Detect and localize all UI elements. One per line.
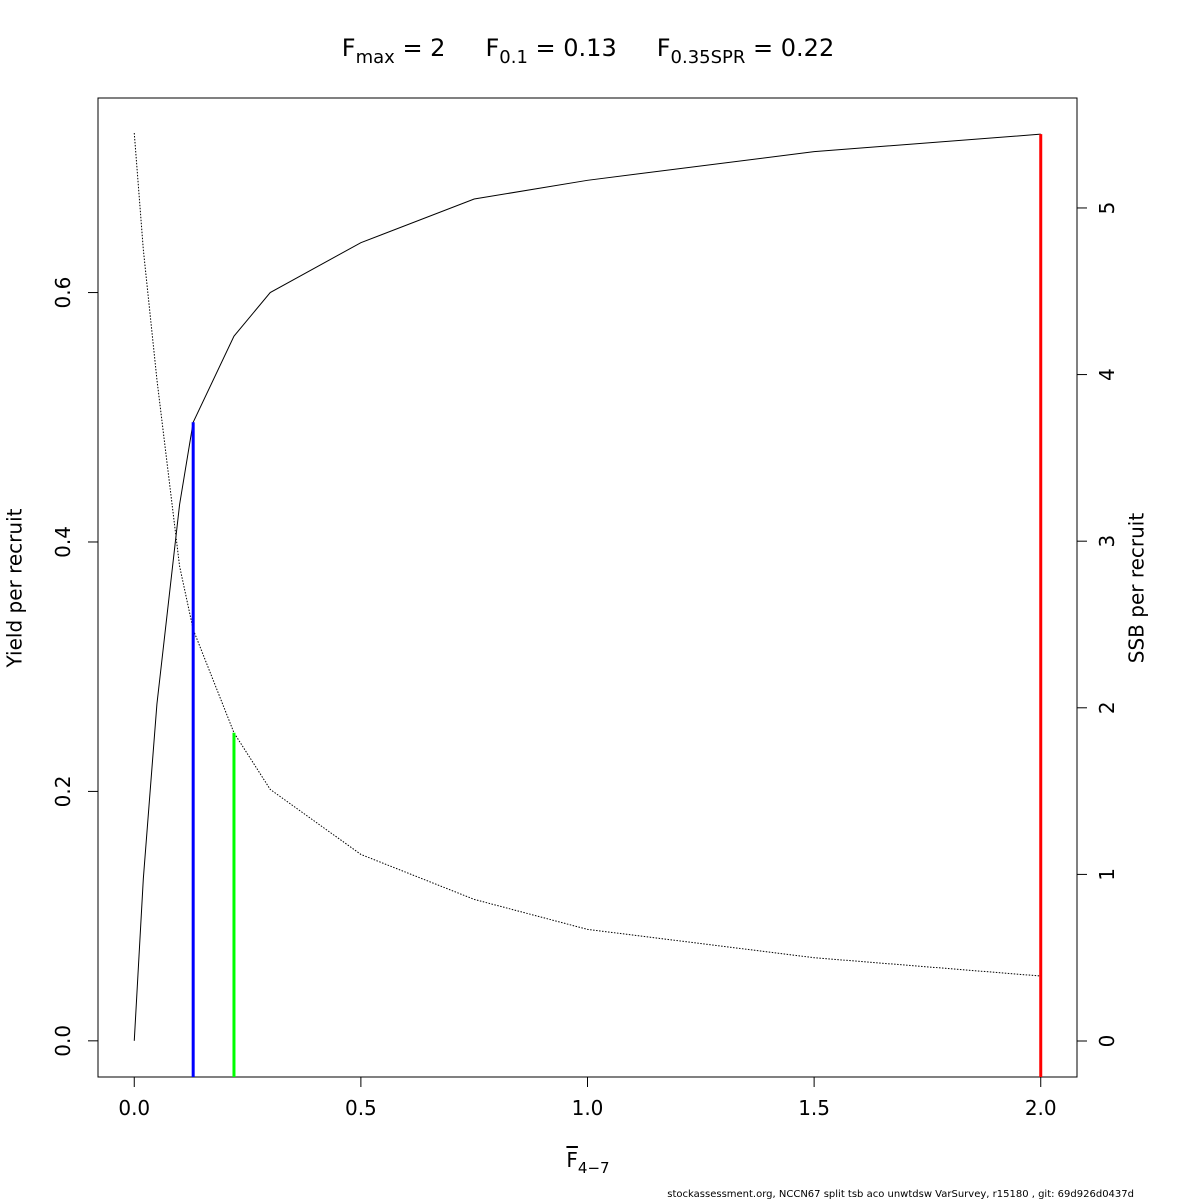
y-tick-label: 0.2 xyxy=(51,776,75,808)
x-tick-label: 0.5 xyxy=(345,1096,377,1120)
title-base: F xyxy=(657,34,671,62)
y2-tick-label: 0 xyxy=(1095,1035,1119,1048)
footer: stockassessment.org, NCCN67 split tsb ac… xyxy=(667,1189,1134,1200)
y2-tick-label: 4 xyxy=(1095,368,1119,381)
y2-tick-label: 5 xyxy=(1095,202,1119,215)
series-line xyxy=(133,133,1041,1041)
y2-axis-label: SSB per recruit xyxy=(1125,513,1149,664)
title-sub: 0.1 xyxy=(499,47,528,68)
title-rest: = 0.13 xyxy=(528,34,617,62)
x-label-sub: 4−7 xyxy=(578,1159,610,1177)
y-tick-label: 0.0 xyxy=(51,1025,75,1057)
y2-tick-label: 3 xyxy=(1095,535,1119,548)
y-axis-label: Yield per recruit xyxy=(3,508,27,668)
title-base: F xyxy=(342,34,356,62)
title-sub: max xyxy=(356,47,396,68)
title-base: F xyxy=(485,34,499,62)
title-rest: = 2 xyxy=(395,34,446,62)
chart-title: Fmax = 2 F0.1 = 0.13 F0.35SPR = 0.22 xyxy=(342,34,834,68)
y-tick-label: 0.6 xyxy=(51,277,75,309)
title-sub: 0.35SPR xyxy=(671,47,746,68)
y-tick-label: 0.4 xyxy=(51,526,75,558)
x-axis-label: F4−7 xyxy=(566,1148,609,1177)
x-tick-label: 0.0 xyxy=(118,1096,150,1120)
x-label-base: F xyxy=(566,1148,578,1172)
series-line xyxy=(133,132,1041,977)
x-tick-label: 2.0 xyxy=(1025,1096,1057,1120)
x-tick-label: 1.5 xyxy=(798,1096,830,1120)
y2-tick-label: 2 xyxy=(1095,701,1119,714)
y2-tick-label: 1 xyxy=(1095,868,1119,881)
title-rest: = 0.22 xyxy=(745,34,834,62)
x-tick-label: 1.0 xyxy=(572,1096,604,1120)
